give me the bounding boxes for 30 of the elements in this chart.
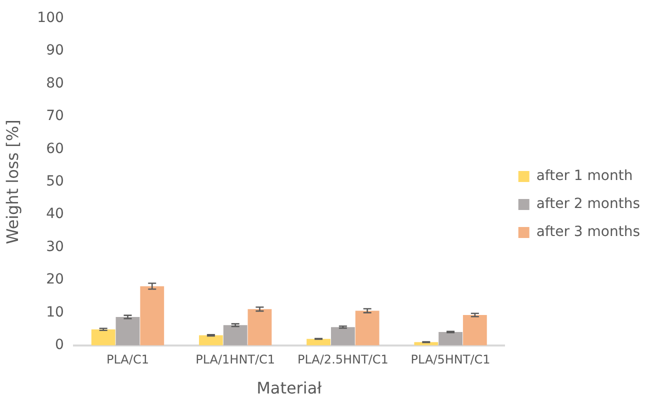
x-axis-title: Materiał: [256, 378, 322, 398]
y-tick-label: 90: [46, 42, 64, 59]
y-tick-label: 30: [46, 238, 64, 255]
legend-label: after 2 months: [536, 196, 640, 212]
x-tick-label: PLA/2.5HNT/C1: [297, 352, 388, 367]
y-axis-title: Weight loss [%]: [2, 120, 22, 244]
legend-label: after 3 months: [536, 224, 640, 240]
y-tick-label: 0: [55, 337, 64, 354]
bar: [198, 335, 223, 346]
legend-label: after 1 month: [536, 168, 633, 184]
bar: [438, 332, 462, 346]
bar: [140, 286, 164, 346]
bar: [223, 325, 248, 346]
y-tick-label: 70: [46, 108, 64, 124]
bar: [330, 327, 355, 346]
bar: [462, 314, 487, 346]
bar: [248, 309, 272, 346]
y-tick-label: 10: [46, 304, 64, 320]
y-tick-label: 20: [46, 272, 64, 288]
x-tick-label: PLA/5HNT/C1: [410, 352, 490, 367]
y-tick-label: 100: [37, 10, 64, 26]
y-tick-label: 60: [46, 140, 64, 157]
bar: [91, 329, 116, 346]
x-tick-label: PLA/1HNT/C1: [196, 352, 276, 367]
bar: [116, 316, 140, 346]
bar: [355, 310, 380, 346]
y-tick-label: 50: [46, 174, 64, 190]
y-tick-label: 80: [46, 75, 64, 92]
y-tick-label: 40: [46, 206, 64, 222]
x-tick-label: PLA/C1: [106, 352, 149, 367]
